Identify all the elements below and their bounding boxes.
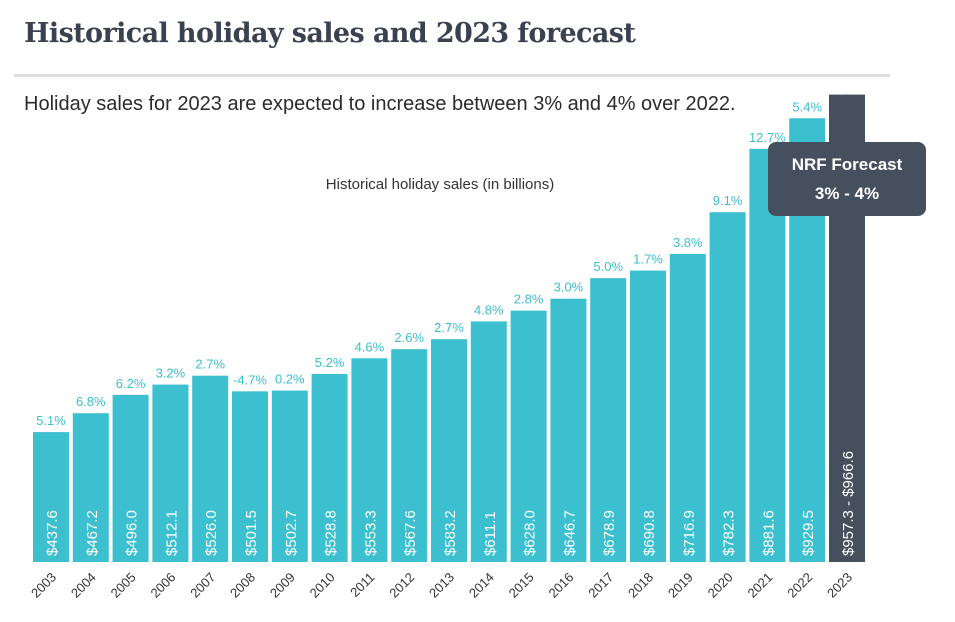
year-tick-label: 2012 bbox=[386, 570, 417, 601]
bar-value-label: $437.6 bbox=[44, 510, 61, 556]
year-tick-label: 2010 bbox=[307, 570, 338, 601]
sales-bar bbox=[749, 148, 786, 562]
year-tick-label: 2009 bbox=[267, 570, 298, 601]
page-title: Historical holiday sales and 2023 foreca… bbox=[24, 18, 636, 49]
year-tick-label: 2013 bbox=[426, 570, 457, 601]
growth-label: 4.8% bbox=[474, 302, 504, 317]
bar-value-label: $501.5 bbox=[243, 510, 260, 556]
sales-bar bbox=[709, 212, 746, 562]
sales-bar bbox=[232, 391, 268, 562]
bar-value-label: $690.8 bbox=[641, 510, 658, 556]
bar-value-label: $646.7 bbox=[561, 510, 578, 556]
sales-bar bbox=[351, 358, 388, 562]
year-tick-label: 2019 bbox=[665, 570, 696, 601]
bar-value-label: $782.3 bbox=[721, 510, 738, 556]
sales-bar bbox=[33, 432, 69, 562]
bar-value-label: $583.2 bbox=[442, 510, 459, 556]
growth-label: 0.2% bbox=[275, 372, 305, 387]
year-tick-label: 2023 bbox=[824, 570, 855, 601]
title-divider bbox=[14, 74, 890, 77]
chart-title: Historical holiday sales (in billions) bbox=[326, 176, 554, 193]
sales-bar bbox=[112, 394, 149, 562]
bar-value-label: $716.9 bbox=[681, 510, 698, 556]
growth-label: 5.0% bbox=[593, 259, 623, 274]
growth-label: 3.8% bbox=[673, 235, 703, 250]
bar-value-label: $628.0 bbox=[522, 510, 539, 556]
growth-label: 9.1% bbox=[713, 193, 743, 208]
growth-label: 5.1% bbox=[36, 413, 66, 428]
growth-label: 6.8% bbox=[76, 394, 106, 409]
growth-label: 2.7% bbox=[434, 320, 464, 335]
growth-label: 6.2% bbox=[116, 376, 146, 391]
year-tick-label: 2016 bbox=[545, 570, 576, 601]
year-tick-label: 2004 bbox=[68, 570, 99, 601]
growth-label: 4.6% bbox=[355, 339, 385, 354]
growth-label: 2.7% bbox=[195, 357, 225, 372]
year-tick-label: 2018 bbox=[625, 570, 656, 601]
forecast-callout-value: 3% - 4% bbox=[815, 184, 879, 203]
growth-label: 3.2% bbox=[156, 366, 186, 381]
year-tick-label: 2006 bbox=[147, 570, 178, 601]
year-tick-label: 2007 bbox=[187, 570, 218, 601]
bar-value-label: $957.3 - $966.6 bbox=[840, 451, 857, 556]
year-tick-label: 2020 bbox=[705, 570, 736, 601]
bar-value-label: $553.3 bbox=[362, 510, 379, 556]
sales-bar bbox=[550, 298, 587, 562]
sales-bar bbox=[391, 349, 428, 562]
sales-bar bbox=[192, 375, 229, 562]
sales-bar bbox=[431, 339, 467, 562]
growth-label: 5.4% bbox=[792, 99, 822, 114]
year-tick-label: 2015 bbox=[506, 570, 537, 601]
bar-value-label: $567.6 bbox=[402, 510, 419, 556]
bar-value-label: $467.2 bbox=[84, 510, 101, 556]
sales-bar bbox=[510, 310, 547, 562]
bar-value-label: $496.0 bbox=[124, 510, 141, 556]
bar-value-label: $881.6 bbox=[760, 510, 777, 556]
year-tick-label: 2017 bbox=[585, 570, 616, 601]
growth-label: -4.7% bbox=[233, 372, 267, 387]
sales-bar bbox=[271, 390, 308, 562]
year-tick-label: 2014 bbox=[466, 570, 497, 601]
bar-value-label: $528.8 bbox=[323, 510, 340, 556]
sales-bar bbox=[311, 373, 348, 562]
growth-label: 5.2% bbox=[315, 355, 345, 370]
year-tick-label: 2003 bbox=[28, 570, 59, 601]
growth-label: 3.0% bbox=[554, 280, 584, 295]
bar-value-label: $611.1 bbox=[482, 511, 499, 556]
forecast-callout-box bbox=[768, 142, 926, 216]
year-tick-label: 2008 bbox=[227, 570, 258, 601]
bar-value-label: $512.1 bbox=[163, 510, 180, 556]
growth-label: 2.8% bbox=[514, 292, 544, 307]
sales-bar bbox=[72, 413, 109, 562]
year-tick-label: 2011 bbox=[347, 570, 377, 600]
forecast-callout-title: NRF Forecast bbox=[792, 155, 903, 174]
bar-value-label: $526.0 bbox=[203, 510, 220, 556]
page-subtitle: Holiday sales for 2023 are expected to i… bbox=[24, 93, 736, 115]
bar-value-label: $929.5 bbox=[800, 510, 817, 556]
sales-bar bbox=[470, 321, 507, 562]
growth-label: 2.6% bbox=[394, 330, 424, 345]
sales-bar bbox=[152, 384, 189, 562]
sales-bar bbox=[590, 278, 627, 562]
year-tick-label: 2021 bbox=[744, 570, 775, 601]
growth-label: 1.7% bbox=[633, 252, 663, 267]
growth-label: 12.7% bbox=[749, 130, 786, 145]
sales-bar bbox=[669, 253, 706, 563]
year-tick-label: 2005 bbox=[108, 570, 139, 601]
sales-bar bbox=[630, 270, 666, 562]
bar-value-label: $502.7 bbox=[283, 510, 300, 556]
year-tick-label: 2022 bbox=[784, 570, 815, 601]
bar-value-label: $678.9 bbox=[601, 510, 618, 556]
